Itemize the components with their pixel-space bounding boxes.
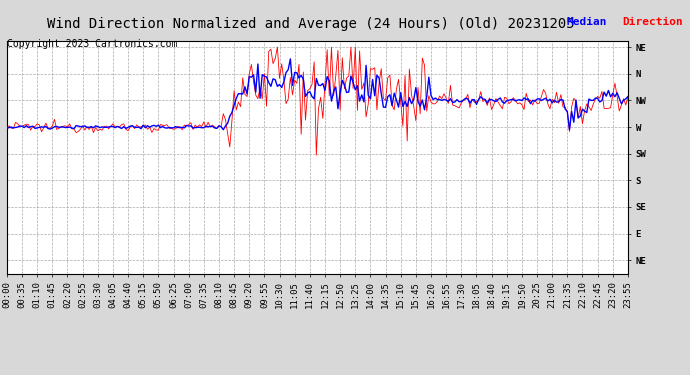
Text: Copyright 2023 Cartronics.com: Copyright 2023 Cartronics.com bbox=[7, 39, 177, 50]
Text: Direction: Direction bbox=[622, 17, 683, 27]
Text: Wind Direction Normalized and Average (24 Hours) (Old) 20231205: Wind Direction Normalized and Average (2… bbox=[47, 17, 574, 31]
Text: Median: Median bbox=[566, 17, 607, 27]
